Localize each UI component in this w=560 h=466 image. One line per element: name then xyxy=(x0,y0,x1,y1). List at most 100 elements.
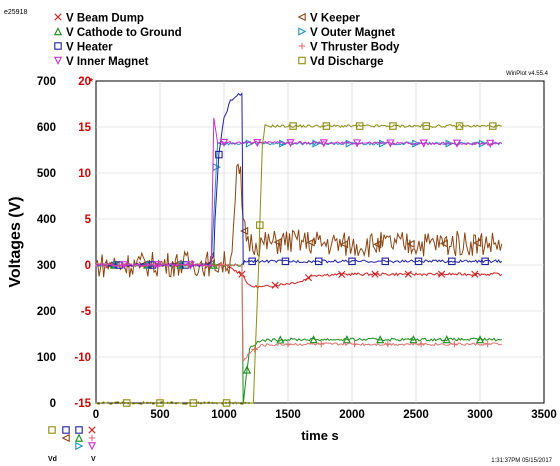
series-marker-4-1220 xyxy=(248,257,256,266)
series-marker-6-1520 xyxy=(286,139,295,148)
series-marker-0-2180 xyxy=(371,270,379,278)
y-left-tick-label-6: 600 xyxy=(37,122,56,134)
y-left-tick-label-3: 300 xyxy=(37,260,56,272)
legend-marker-1 xyxy=(297,12,306,22)
bottom-legend-marker-1 xyxy=(62,426,70,434)
series-marker-4-1480 xyxy=(281,257,290,266)
series-marker-7-1800 xyxy=(322,122,331,130)
series-marker-6-2300 xyxy=(386,139,395,148)
bottom-legend-v: V xyxy=(91,456,96,463)
series-marker-7-3100 xyxy=(489,122,497,130)
series-marker-5-2540 xyxy=(417,340,425,348)
legend-marker-5 xyxy=(298,42,306,50)
bottom-legend: Vd V xyxy=(48,426,97,463)
legend-label-2: V Cathode to Ground xyxy=(66,27,182,39)
y-right-tick-label-0: -15 xyxy=(74,398,91,410)
y-left-tick-label-4: 400 xyxy=(37,214,56,226)
y-right-tick-label-3: 0 xyxy=(85,260,91,272)
legend-marker-4 xyxy=(54,42,62,50)
series-marker-6-2560 xyxy=(419,139,428,148)
legend-marker-7 xyxy=(298,56,306,65)
legend-marker-0 xyxy=(54,13,62,21)
series-marker-2-2480 xyxy=(409,335,418,344)
y-right-tick-label-5: 10 xyxy=(78,168,91,180)
series-marker-7-1540 xyxy=(289,122,297,130)
series-marker-5-2800 xyxy=(451,340,458,348)
series-marker-2-3000 xyxy=(475,335,485,344)
series-marker-6-1000 xyxy=(219,138,229,148)
series-marker-3-1460 xyxy=(279,139,288,148)
series-marker-7-760 xyxy=(189,399,198,407)
series-marker-1-1420 xyxy=(273,238,282,247)
series-marker-0-2440 xyxy=(404,270,412,278)
series-marker-5-1240 xyxy=(251,346,258,353)
legend-label-4: V Heater xyxy=(66,42,113,54)
series-marker-0-1400 xyxy=(271,281,279,289)
legend-marker-3 xyxy=(298,27,307,36)
series-marker-4-2780 xyxy=(448,257,456,266)
series-marker-1-1680 xyxy=(306,238,315,247)
series-marker-6-480 xyxy=(153,261,162,270)
x-axis-label: time s xyxy=(301,428,339,443)
y-left-tick-label-1: 100 xyxy=(37,352,56,364)
right-axis-multiplier: * xyxy=(89,77,93,88)
series-marker-0-2960 xyxy=(471,270,479,278)
legend-label-6: V Inner Magnet xyxy=(66,56,149,68)
series-marker-2-1700 xyxy=(309,335,318,344)
x-tick-label-1: 500 xyxy=(150,409,169,421)
series-marker-6-2040 xyxy=(353,139,362,148)
bottom-legend-marker-7 xyxy=(87,442,97,451)
legend-label-5: V Thruster Body xyxy=(310,42,400,54)
series-marker-6-220 xyxy=(120,261,129,270)
series-marker-7-240 xyxy=(122,399,131,407)
bottom-legend-marker-4 xyxy=(61,433,70,443)
bottom-legend-marker-2 xyxy=(75,426,83,434)
y-left-tick-label-7: 700 xyxy=(37,76,56,88)
legend-label-1: V Keeper xyxy=(310,13,360,25)
y-right-tick-label-6: 15 xyxy=(78,122,91,134)
series-marker-7-500 xyxy=(156,399,164,407)
series-marker-2-1440 xyxy=(276,335,285,344)
series-marker-3-2500 xyxy=(412,139,421,148)
y-left-tick-label-5: 500 xyxy=(37,168,56,180)
series-marker-2-1960 xyxy=(342,335,351,344)
series-marker-1-2720 xyxy=(439,239,448,248)
series-marker-2-2740 xyxy=(442,335,451,344)
series-marker-4-2520 xyxy=(414,257,423,266)
series-marker-4-2260 xyxy=(381,257,390,266)
bottom-legend-marker-0 xyxy=(48,426,56,434)
series-marker-5-2020 xyxy=(351,340,358,348)
series-marker-7-1020 xyxy=(222,399,231,407)
series-marker-5-980 xyxy=(218,261,225,269)
series-marker-2-1180 xyxy=(242,365,252,374)
bottom-legend-marker-8 xyxy=(75,441,84,451)
series-marker-5-1500 xyxy=(284,340,292,348)
series-marker-5-2280 xyxy=(384,340,392,348)
y-right-tick-label-7: 20 xyxy=(78,76,91,88)
series-marker-1-2980 xyxy=(473,238,482,248)
series-marker-6-1780 xyxy=(319,139,328,148)
legend: V Beam Dump V Keeper V Cathode to Ground V … xyxy=(53,12,400,68)
legend-label-7: Vd Discharge xyxy=(310,56,384,68)
x-tick-label-0: 0 xyxy=(93,409,99,421)
x-tick-label-5: 2500 xyxy=(403,409,429,421)
version-label: WinPlot v4.55.4 xyxy=(506,71,549,77)
series-marker-7-2580 xyxy=(422,122,430,130)
series-marker-1-2460 xyxy=(406,239,415,249)
timestamp: 1:31:37PM 05/15/2017 xyxy=(491,458,552,464)
plot-area xyxy=(95,80,545,404)
series-marker-0-1660 xyxy=(304,274,313,282)
series-marker-6-740 xyxy=(186,261,195,270)
bottom-legend-marker-5 xyxy=(74,433,84,442)
x-tick-label-7: 3500 xyxy=(531,409,557,421)
series-marker-4-960 xyxy=(215,150,223,159)
legend-marker-6 xyxy=(53,56,63,65)
series-marker-0-1920 xyxy=(338,270,346,279)
series-marker-2-2220 xyxy=(376,335,385,344)
series-line-6 xyxy=(95,117,503,268)
series-marker-7-2320 xyxy=(389,122,397,130)
y-right-tick-label-4: 5 xyxy=(85,214,92,226)
series-marker-0-2700 xyxy=(438,270,446,278)
series-marker-5-1760 xyxy=(318,340,325,348)
x-tick-label-2: 1000 xyxy=(211,409,237,421)
